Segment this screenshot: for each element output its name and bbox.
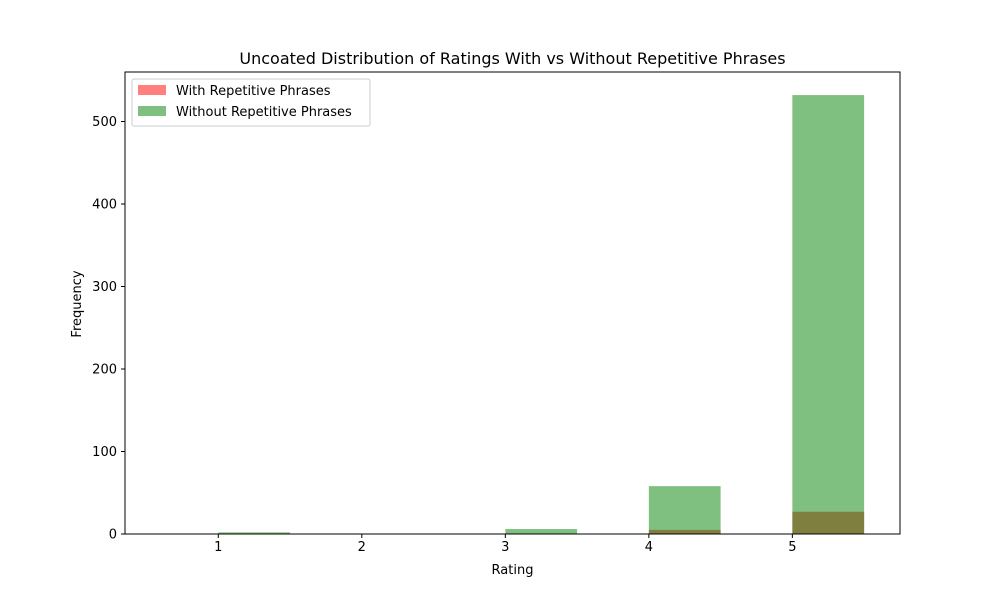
y-tick-label: 200 xyxy=(92,363,117,378)
x-tick-label: 5 xyxy=(788,540,796,555)
bar-series1-bin2 xyxy=(648,486,721,534)
legend: With Repetitive Phrases Without Repetiti… xyxy=(131,78,371,127)
bar-series1-bin3 xyxy=(792,95,865,534)
y-tick-label: 0 xyxy=(109,528,117,543)
legend-label-with: With Repetitive Phrases xyxy=(176,84,331,99)
y-tick-label: 400 xyxy=(92,198,117,213)
y-tick-label: 500 xyxy=(92,115,117,130)
x-tick-label: 3 xyxy=(501,540,509,555)
x-axis-label: Rating xyxy=(492,563,534,578)
y-tick-label: 100 xyxy=(92,445,117,460)
bars-layer xyxy=(218,95,865,534)
legend-box xyxy=(131,78,371,127)
chart-title: Uncoated Distribution of Ratings With vs… xyxy=(239,49,785,68)
legend-swatch-without xyxy=(138,106,166,116)
x-tick-label: 1 xyxy=(214,540,222,555)
y-ticks: 0 100 200 300 400 500 xyxy=(92,115,125,543)
x-ticks: 1 2 3 4 5 xyxy=(214,534,797,555)
x-tick-label: 2 xyxy=(358,540,366,555)
legend-label-without: Without Repetitive Phrases xyxy=(176,105,352,120)
bar-series1-bin0 xyxy=(218,532,291,534)
bar-series1-bin1 xyxy=(505,529,578,534)
legend-swatch-with xyxy=(138,85,166,95)
y-tick-label: 300 xyxy=(92,280,117,295)
x-tick-label: 4 xyxy=(645,540,653,555)
y-axis-label: Frequency xyxy=(70,270,85,337)
plot-frame xyxy=(124,71,901,535)
